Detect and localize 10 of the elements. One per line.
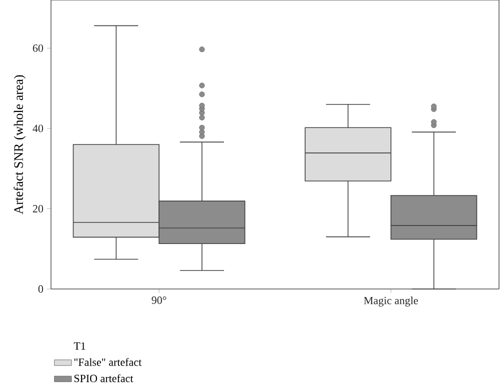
y-axis-title: Artefact SNR (whole area) [14, 75, 26, 214]
legend-label: SPIO artefact [74, 374, 134, 382]
y-tick-label: 20 [32, 205, 44, 212]
x-tick-label: Magic angle [364, 296, 418, 307]
y-tick-label: 40 [32, 124, 44, 132]
y-tick-label: 0 [38, 285, 44, 293]
y-tick-label: 60 [32, 44, 44, 52]
legend-title: T1 [74, 342, 86, 350]
x-tick-label: 90° [152, 296, 166, 304]
legend-label: "False" artefact [74, 358, 142, 366]
